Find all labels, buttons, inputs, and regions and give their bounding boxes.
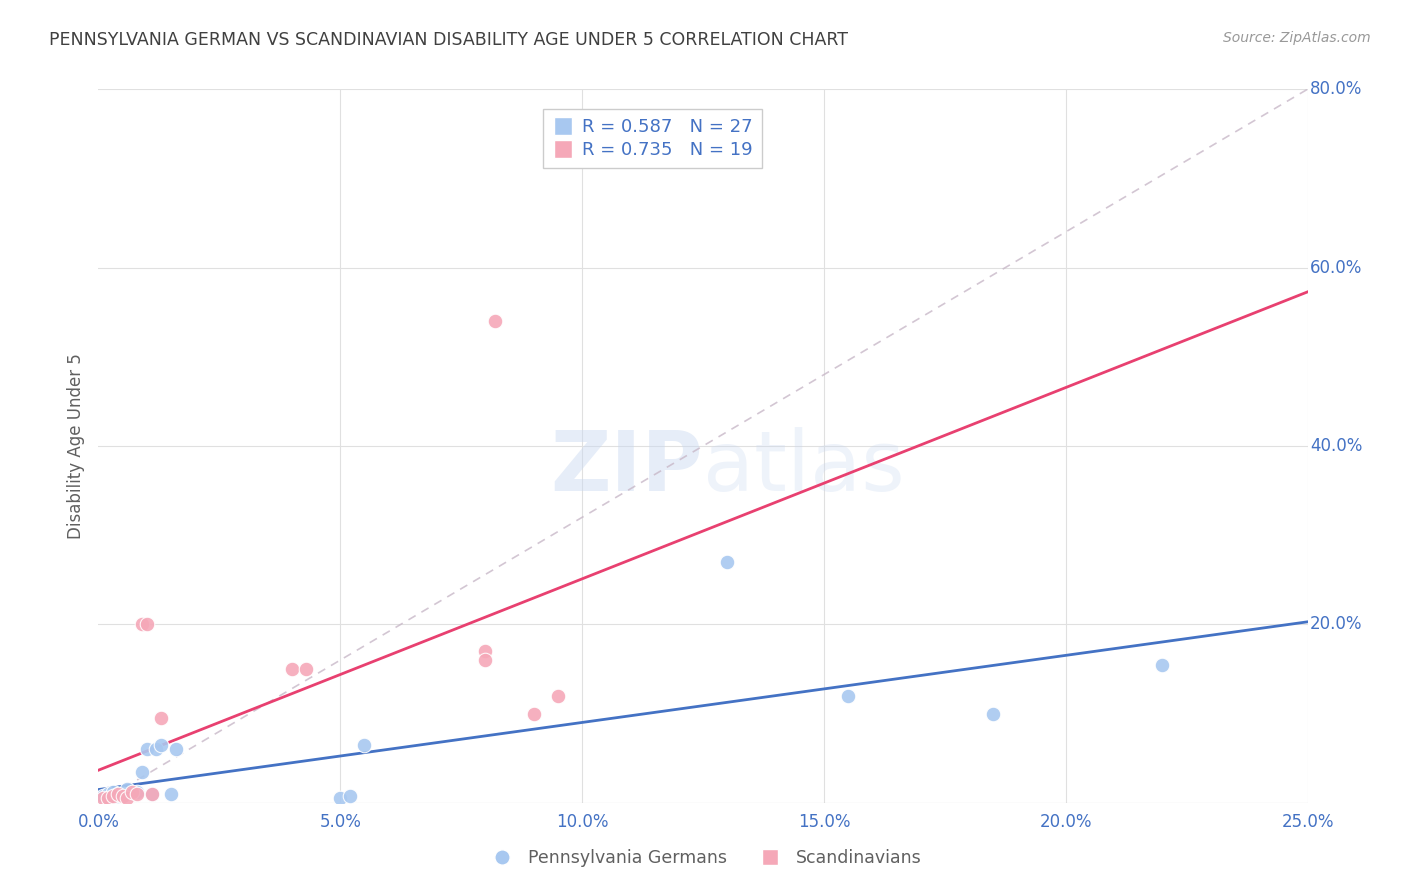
Point bbox=[107, 787, 129, 801]
Point bbox=[150, 738, 173, 752]
Point bbox=[1152, 657, 1174, 672]
Point bbox=[111, 787, 134, 801]
Point bbox=[101, 789, 124, 803]
Point bbox=[716, 555, 738, 569]
Point bbox=[353, 738, 375, 752]
Point bbox=[91, 789, 114, 803]
Point bbox=[131, 617, 153, 632]
Point bbox=[474, 653, 496, 667]
Point bbox=[837, 689, 859, 703]
Y-axis label: Disability Age Under 5: Disability Age Under 5 bbox=[66, 353, 84, 539]
Text: 60.0%: 60.0% bbox=[1310, 259, 1362, 277]
Point bbox=[127, 787, 149, 801]
Point bbox=[111, 789, 134, 803]
Point bbox=[329, 791, 352, 805]
Point bbox=[295, 662, 318, 676]
Point bbox=[91, 791, 114, 805]
Point bbox=[547, 689, 569, 703]
Text: ZIP: ZIP bbox=[551, 427, 703, 508]
Point bbox=[150, 711, 173, 725]
Point bbox=[135, 617, 157, 632]
Legend: Pennsylvania Germans, Scandinavians: Pennsylvania Germans, Scandinavians bbox=[477, 843, 929, 874]
Point bbox=[101, 785, 124, 799]
Point bbox=[97, 791, 120, 805]
Point bbox=[981, 706, 1004, 721]
Point bbox=[97, 791, 120, 805]
Point bbox=[127, 785, 149, 799]
Point bbox=[281, 662, 304, 676]
Point bbox=[141, 787, 163, 801]
Point bbox=[121, 785, 143, 799]
Point bbox=[111, 789, 134, 803]
Point bbox=[141, 787, 163, 801]
Point bbox=[107, 789, 129, 803]
Text: PENNSYLVANIA GERMAN VS SCANDINAVIAN DISABILITY AGE UNDER 5 CORRELATION CHART: PENNSYLVANIA GERMAN VS SCANDINAVIAN DISA… bbox=[49, 31, 848, 49]
Point bbox=[117, 782, 139, 797]
Point bbox=[339, 789, 361, 803]
Point bbox=[484, 314, 506, 328]
Text: 40.0%: 40.0% bbox=[1310, 437, 1362, 455]
Point bbox=[135, 742, 157, 756]
Point bbox=[160, 787, 183, 801]
Point bbox=[145, 742, 167, 756]
Text: atlas: atlas bbox=[703, 427, 904, 508]
Text: 20.0%: 20.0% bbox=[1310, 615, 1362, 633]
Point bbox=[97, 787, 120, 801]
Point bbox=[131, 764, 153, 779]
Text: Source: ZipAtlas.com: Source: ZipAtlas.com bbox=[1223, 31, 1371, 45]
Point bbox=[474, 644, 496, 658]
Point bbox=[107, 787, 129, 801]
Point bbox=[121, 787, 143, 801]
Point bbox=[101, 791, 124, 805]
Point bbox=[117, 791, 139, 805]
Legend: R = 0.587   N = 27, R = 0.735   N = 19: R = 0.587 N = 27, R = 0.735 N = 19 bbox=[543, 109, 762, 169]
Point bbox=[523, 706, 546, 721]
Text: 80.0%: 80.0% bbox=[1310, 80, 1362, 98]
Point bbox=[91, 791, 114, 805]
Point bbox=[165, 742, 187, 756]
